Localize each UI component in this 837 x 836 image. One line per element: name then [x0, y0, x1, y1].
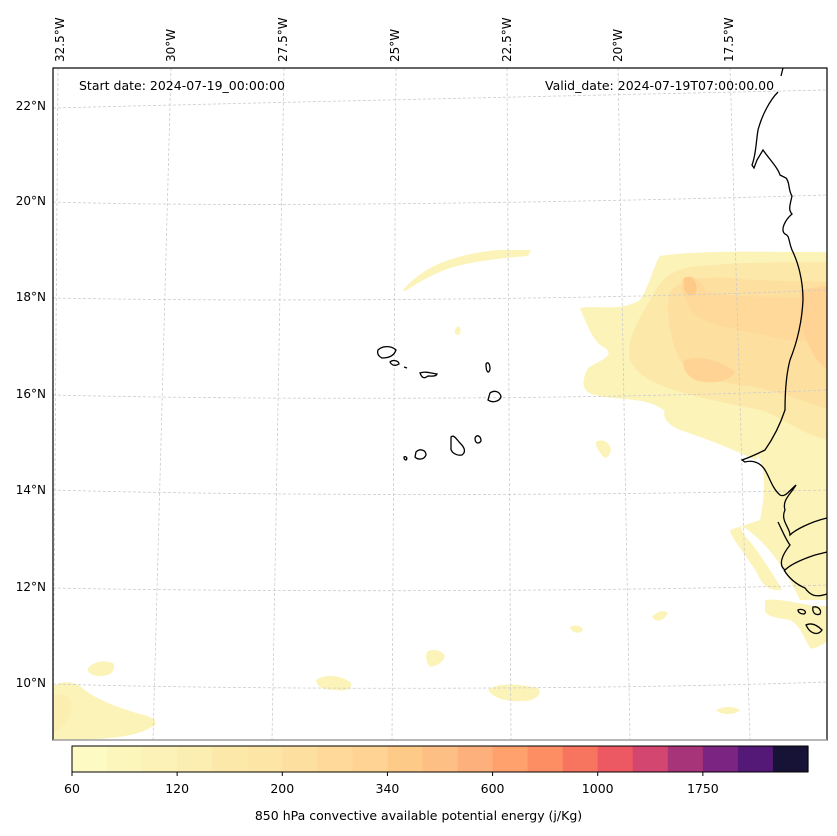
- coastlines: [376, 67, 828, 635]
- lon-label-22.5w: 22.5°W: [500, 17, 514, 62]
- colorbar-tick-label: 120: [165, 781, 190, 796]
- lat-label-12n: 12°N: [15, 580, 46, 594]
- colorbar-segment: [142, 746, 178, 772]
- guinea-bissau-islands: [797, 606, 823, 635]
- colorbar-segment: [107, 746, 143, 772]
- cape-patch-s5: [652, 611, 668, 621]
- colorbar-tick-label: 600: [480, 781, 505, 796]
- colorbar-segment: [702, 746, 739, 772]
- lat-label-18n: 18°N: [15, 290, 46, 304]
- colorbar-segment: [422, 746, 459, 772]
- colorbar-segment: [772, 746, 809, 772]
- graticule: [52, 67, 828, 741]
- colorbar-segment: [457, 746, 494, 772]
- cape-patch-s1: [316, 676, 352, 691]
- cape-patch-small: [595, 440, 611, 458]
- cape-verde-santiago: [450, 435, 466, 456]
- cape-verde-santo-antao: [376, 345, 397, 359]
- cape-patch-southcoast: [730, 531, 782, 591]
- colorbar-frame: [71, 745, 809, 773]
- cape-patch-north: [403, 250, 531, 291]
- colorbar-tick-label: 60: [64, 781, 80, 796]
- colorbar-tick-label: 340: [375, 781, 400, 796]
- cape-verde-brava: [403, 456, 408, 461]
- cape-verde-boa-vista: [487, 390, 502, 403]
- colorbar-ticks: [71, 772, 704, 776]
- colorbar-segment: [177, 746, 213, 772]
- cape-patch-s6: [716, 707, 740, 715]
- colorbar-label: 850 hPa convective available potential e…: [254, 808, 583, 823]
- colorbar-segment: [212, 746, 248, 772]
- cape-patch-sw-blob-inner: [53, 693, 72, 732]
- cape-contour-6: [683, 358, 735, 383]
- lat-label-20n: 20°N: [15, 194, 46, 208]
- colorbar: [72, 746, 809, 772]
- cape-patch-sw-small: [87, 661, 115, 676]
- colorbar-segment: [247, 746, 283, 772]
- colorbar-segment: [492, 746, 529, 772]
- cape-contour-4: [681, 276, 827, 342]
- cape-verde-maio: [474, 435, 482, 444]
- cape-verde-sal: [485, 362, 491, 373]
- cape-patch-s4: [570, 625, 583, 633]
- lon-label-27.5w: 27.5°W: [276, 17, 290, 62]
- colorbar-segment: [387, 746, 424, 772]
- colorbar-tick-label: 200: [270, 781, 295, 796]
- africa-coastline: [740, 67, 828, 597]
- lon-label-25w: 25°W: [388, 28, 402, 62]
- cape-patch-s3: [488, 684, 540, 702]
- colorbar-tick-label: 1000: [581, 781, 614, 796]
- cape-patch-guinea: [765, 599, 827, 649]
- colorbar-segment: [527, 746, 564, 772]
- cape-patch-sw-blob: [53, 682, 156, 740]
- cape-contour-5: [684, 276, 697, 296]
- colorbar-segment: [72, 746, 108, 772]
- cape-verde-fogo: [414, 449, 427, 460]
- lat-label-10n: 10°N: [15, 676, 46, 690]
- lon-label-17.5w: 17.5°W: [722, 17, 736, 62]
- colorbar-segment: [352, 746, 389, 772]
- lon-label-30w: 30°W: [164, 28, 178, 62]
- cape-contour-tongue: [664, 410, 761, 460]
- colorbar-segment: [737, 746, 774, 772]
- colorbar-segment: [317, 746, 353, 772]
- colorbar-segment: [667, 746, 704, 772]
- valid-date-label: Valid_date: 2024-07-19T07:00:00.00: [545, 78, 775, 93]
- cape-patch-s2: [426, 649, 445, 667]
- cape-verde-sao-vicente: [389, 359, 400, 366]
- colorbar-segment: [562, 746, 599, 772]
- colorbar-segment: [282, 746, 318, 772]
- cape-patch-dot: [454, 326, 461, 335]
- lat-label-22n: 22°N: [15, 99, 46, 113]
- cape-verde-santa-luzia: [403, 366, 408, 369]
- start-date-label: Start date: 2024-07-19_00:00:00: [79, 78, 285, 93]
- cape-field: [53, 250, 827, 740]
- lon-label-32.5w: 32.5°W: [53, 17, 67, 62]
- lat-label-14n: 14°N: [15, 483, 46, 497]
- lat-label-16n: 16°N: [15, 387, 46, 401]
- cape-contour-7: [800, 285, 827, 369]
- cape-verde-sao-nicolau: [419, 371, 438, 379]
- colorbar-tick-label: 1750: [686, 781, 719, 796]
- colorbar-segment: [597, 746, 634, 772]
- colorbar-segment: [632, 746, 669, 772]
- lon-label-20w: 20°W: [611, 28, 625, 62]
